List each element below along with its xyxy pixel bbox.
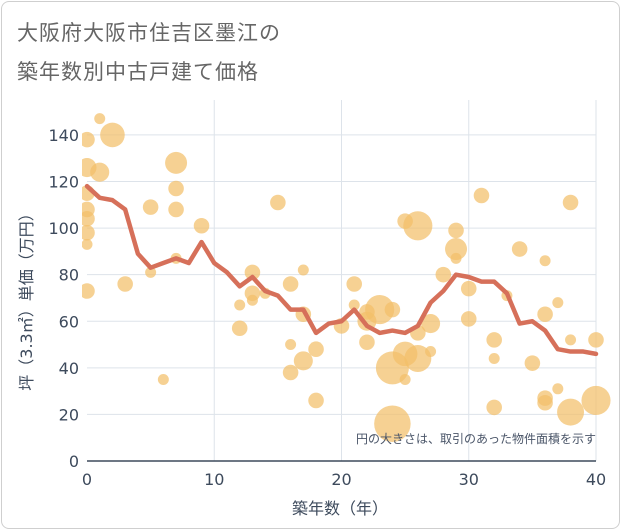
bubble-point xyxy=(348,299,360,311)
bubble-point xyxy=(100,122,125,148)
y-tick-label: 80 xyxy=(59,266,79,285)
bubble-point xyxy=(565,334,577,346)
size-annotation: 円の大きさは、取引のあった物件面積を示す xyxy=(356,431,596,446)
bubble-point xyxy=(524,355,541,371)
bubble-point xyxy=(562,194,579,211)
bubble-point xyxy=(365,295,395,325)
bubble-point xyxy=(421,314,441,334)
bubble-point xyxy=(82,224,95,241)
bubble-point xyxy=(282,276,299,292)
bubble-point xyxy=(293,351,313,371)
bubble-point xyxy=(82,131,95,148)
bubble-point xyxy=(403,211,433,241)
x-tick-label: 30 xyxy=(459,470,479,489)
bubble-point xyxy=(486,399,502,416)
x-tick-label: 20 xyxy=(331,470,351,489)
bubble-point xyxy=(270,194,286,211)
bubble-point xyxy=(297,264,309,276)
bubble-point xyxy=(168,180,184,197)
bubble-point xyxy=(552,383,564,395)
bubble-point xyxy=(145,266,157,278)
bubble-point xyxy=(82,238,93,250)
bubble-point xyxy=(282,364,299,381)
bubble-point xyxy=(460,311,477,327)
bubble-point xyxy=(581,385,611,415)
y-tick-label: 20 xyxy=(59,405,79,424)
bubble-series xyxy=(82,113,611,442)
average-line-series xyxy=(84,183,599,357)
chart-title-line2: 築年数別中古戸建て価格 xyxy=(17,60,259,84)
bubble-point xyxy=(244,264,261,281)
bubble-point xyxy=(94,113,106,125)
bubble-point xyxy=(435,266,452,283)
bubble-point xyxy=(384,301,401,318)
bubble-point xyxy=(82,283,95,299)
chart-title-line1: 大阪府大阪市住吉区墨江の xyxy=(17,21,281,45)
bubble-point xyxy=(557,398,585,426)
x-tick-label: 0 xyxy=(82,470,92,489)
bubble-point xyxy=(473,187,490,204)
bubble-point xyxy=(193,217,210,234)
bubble-point xyxy=(404,345,432,372)
x-axis-label: 築年数（年） xyxy=(292,499,388,518)
bubble-point xyxy=(308,341,324,357)
bubble-point xyxy=(359,334,375,350)
bubble-point xyxy=(157,373,169,385)
bubble-point xyxy=(168,201,184,218)
bubble-point xyxy=(308,392,324,409)
bubble-point xyxy=(231,320,248,337)
bubble-point xyxy=(552,297,564,309)
bubble-point xyxy=(425,346,437,358)
bubble-point xyxy=(246,294,258,306)
grid-lines xyxy=(87,100,597,461)
bubble-point xyxy=(448,222,464,239)
bubble-point xyxy=(285,339,297,351)
x-tick-label: 40 xyxy=(586,470,606,489)
y-tick-label: 140 xyxy=(48,126,79,145)
bubble-point xyxy=(90,162,110,182)
y-tick-label: 60 xyxy=(59,312,79,331)
bubble-point xyxy=(165,151,188,174)
y-axis-label: 坪（3.3㎡）単価（万円） xyxy=(17,205,36,390)
bubble-point xyxy=(450,252,462,264)
bubble-point xyxy=(537,394,553,411)
y-tick-label: 0 xyxy=(69,452,79,471)
bubble-point xyxy=(82,211,95,227)
bubble-point xyxy=(234,299,246,311)
bubble-point xyxy=(117,276,133,292)
bubble-point xyxy=(486,332,502,348)
y-tick-label: 100 xyxy=(48,219,79,238)
bubble-point xyxy=(142,199,159,215)
bubble-point xyxy=(399,373,411,385)
bubble-point xyxy=(588,332,604,348)
bubble-point xyxy=(445,238,468,261)
axes: 0 20 40 60 80 100 120 140 0 10 20 30 40 xyxy=(48,126,606,489)
bubble-point xyxy=(346,276,363,292)
bubble-point xyxy=(460,280,477,297)
bubble-point xyxy=(374,405,411,442)
bubble-point xyxy=(537,306,553,323)
x-tick-label: 10 xyxy=(204,470,224,489)
bubble-point xyxy=(511,241,528,257)
y-tick-label: 120 xyxy=(48,173,79,192)
y-tick-label: 40 xyxy=(59,359,79,378)
average-price-line xyxy=(84,183,599,357)
bubble-point xyxy=(539,255,551,267)
bubble-point xyxy=(488,353,500,365)
